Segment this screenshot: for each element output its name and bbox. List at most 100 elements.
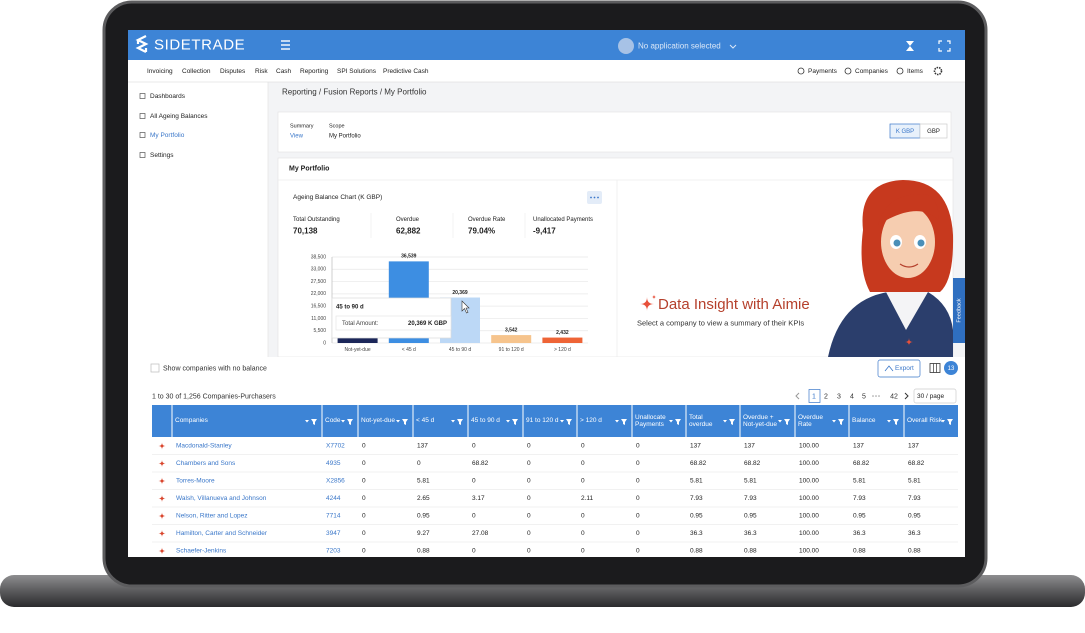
column-header[interactable]: Overall Risk [907, 417, 943, 425]
tooltip-value: 20,369 K GBP [408, 321, 447, 327]
table-cell: 0 [362, 460, 366, 467]
export-label[interactable]: Export [895, 365, 914, 372]
sidebar-item[interactable]: All Ageing Balances [150, 113, 208, 120]
sidebar [128, 82, 268, 357]
y-tick-label: 5,500 [313, 328, 326, 334]
chart-title: Ageing Balance Chart (K GBP) [293, 194, 382, 201]
sort-icon [615, 420, 619, 423]
column-header[interactable]: > 120 d [580, 417, 602, 425]
logo-icon [135, 35, 149, 53]
column-header[interactable]: Companies [175, 417, 208, 425]
nav-search[interactable]: Companies [855, 68, 889, 75]
feedback-tab-label[interactable]: Feedback [956, 298, 962, 322]
export-button [877, 359, 921, 378]
avatar-suit [828, 292, 953, 357]
nav-search[interactable]: Items [907, 68, 924, 75]
page-number[interactable]: 3 [837, 393, 841, 400]
column-header[interactable]: Total overdue [689, 413, 713, 428]
nav-item[interactable]: Invoicing [147, 68, 173, 75]
table-cell: 0 [636, 443, 640, 450]
table-cell[interactable]: 4244 [326, 495, 341, 502]
table-cell[interactable]: X2856 [326, 478, 345, 485]
scope-value: My Portfolio [329, 134, 361, 140]
avatar-iris [917, 239, 925, 247]
sidebar-item[interactable]: Settings [150, 152, 174, 159]
column-header[interactable]: Balance [852, 417, 876, 425]
table-cell[interactable]: 4935 [326, 460, 341, 467]
column-header[interactable]: Code [325, 417, 341, 425]
table-cell[interactable]: 7714 [326, 513, 341, 520]
table-cell[interactable]: X7702 [326, 443, 345, 450]
summary-value[interactable]: View [290, 134, 304, 140]
search-icon [896, 67, 904, 75]
table-cell[interactable]: Torres-Moore [176, 478, 215, 485]
app-selector[interactable]: No application selected [638, 42, 721, 51]
kpi-label: Total Outstanding [293, 217, 340, 223]
column-header[interactable]: Unallocate Payments [635, 413, 666, 428]
table-cell[interactable]: Hamilton, Carter and Schneider [176, 530, 268, 537]
column-header[interactable]: < 45 d [416, 417, 435, 425]
nav-item[interactable]: SPI Solutions [337, 68, 377, 75]
avatar-collar [886, 292, 928, 330]
sparkle-icon [651, 294, 657, 300]
nav-item[interactable]: Reporting [300, 68, 329, 75]
nav-search[interactable]: Payments [808, 68, 838, 75]
kpi-label: Overdue Rate [468, 217, 506, 223]
currency-option[interactable]: GBP [927, 129, 940, 135]
table-cell: 7.93 [744, 495, 757, 502]
table-cell: 0 [581, 460, 585, 467]
column-header[interactable]: 45 to 90 d [471, 417, 500, 425]
sidebar-item[interactable]: My Portfolio [150, 132, 185, 139]
table-cell[interactable]: 7203 [326, 548, 341, 555]
header-cell: Balance [852, 417, 876, 425]
columns-count: 13 [948, 366, 955, 372]
table-cell: 0.88 [417, 548, 430, 555]
table-cell: 5.81 [417, 478, 430, 485]
nav-item[interactable]: Risk [255, 68, 268, 75]
row-insight-icon [158, 442, 166, 450]
table-cell[interactable]: Walsh, Villanueva and Johnson [176, 495, 267, 502]
page-number[interactable]: 42 [890, 393, 898, 400]
table-cell[interactable]: 3947 [326, 530, 341, 537]
table-cell: 68.82 [853, 460, 870, 467]
table-cell: 7.93 [853, 495, 866, 502]
table-cell: 5.81 [690, 478, 703, 485]
table-cell[interactable]: Schaefer-Jenkins [176, 548, 227, 555]
column-header[interactable]: Not-yet-due [361, 417, 395, 425]
currency-option[interactable]: K GBP [896, 129, 914, 135]
nav-item[interactable]: Collection [182, 68, 211, 75]
sidebar-item[interactable]: Dashboards [150, 93, 186, 100]
table-cell: 68.82 [472, 460, 489, 467]
page-number[interactable]: 2 [824, 393, 828, 400]
table-cell: 0 [581, 443, 585, 450]
page-ellipsis [878, 395, 880, 397]
table-cell: 0 [581, 530, 585, 537]
table-cell[interactable]: Nelson, Ritter and Lopez [176, 513, 248, 520]
page-number[interactable]: 4 [850, 393, 854, 400]
filter-icon [675, 419, 681, 425]
nav-item[interactable]: Predictive Cash [383, 68, 429, 75]
page-number[interactable]: 1 [812, 393, 816, 400]
kpi-value: -9,417 [533, 227, 556, 236]
table-cell[interactable]: Chambers and Sons [176, 460, 236, 467]
table-cell[interactable]: Macdonald-Stanley [176, 443, 232, 450]
table-cell: 0 [581, 548, 585, 555]
page-size [913, 388, 957, 404]
checkbox-label[interactable]: Show companies with no balance [163, 365, 267, 372]
table-cell: 0 [636, 530, 640, 537]
column-header[interactable]: Overdue Rate [798, 413, 823, 428]
nav-item[interactable]: Cash [276, 68, 292, 75]
tooltip-row [335, 315, 452, 331]
search-icon [797, 67, 805, 75]
page-size-label[interactable]: 30 / page [917, 393, 944, 400]
column-header[interactable]: 91 to 120 d [526, 417, 559, 425]
column-header[interactable]: Overdue + Not-yet-due [743, 413, 777, 428]
row-insight-icon [158, 512, 166, 520]
nav-item[interactable]: Disputes [220, 68, 246, 75]
sort-icon [669, 420, 673, 423]
page-number[interactable]: 5 [862, 393, 866, 400]
table-cell: 0.95 [690, 513, 703, 520]
x-tick-label: > 120 d [554, 347, 571, 353]
